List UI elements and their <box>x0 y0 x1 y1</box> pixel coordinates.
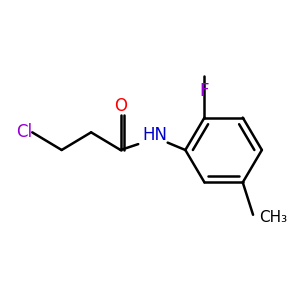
Text: F: F <box>200 82 209 100</box>
Text: O: O <box>114 97 127 115</box>
Text: HN: HN <box>142 126 167 144</box>
Text: CH₃: CH₃ <box>259 210 287 225</box>
Text: Cl: Cl <box>16 123 32 141</box>
